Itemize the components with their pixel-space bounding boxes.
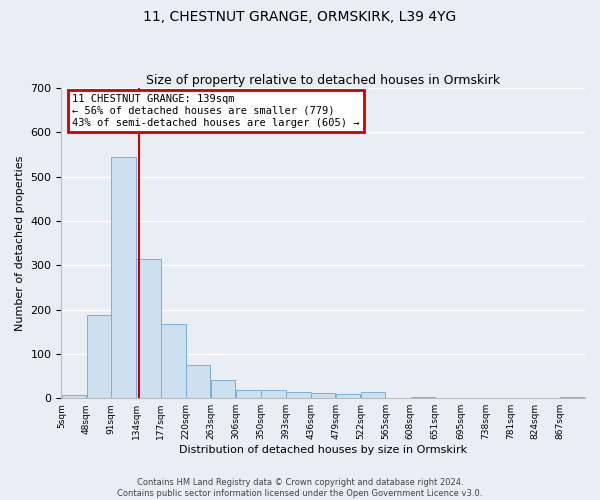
Bar bbox=[112, 157, 136, 398]
Text: Contains HM Land Registry data © Crown copyright and database right 2024.
Contai: Contains HM Land Registry data © Crown c… bbox=[118, 478, 482, 498]
X-axis label: Distribution of detached houses by size in Ormskirk: Distribution of detached houses by size … bbox=[179, 445, 467, 455]
Text: 11 CHESTNUT GRANGE: 139sqm
← 56% of detached houses are smaller (779)
43% of sem: 11 CHESTNUT GRANGE: 139sqm ← 56% of deta… bbox=[72, 94, 359, 128]
Y-axis label: Number of detached properties: Number of detached properties bbox=[15, 156, 25, 331]
Bar bbox=[136, 258, 161, 398]
Bar bbox=[311, 393, 335, 398]
Bar bbox=[361, 392, 385, 398]
Text: 11, CHESTNUT GRANGE, ORMSKIRK, L39 4YG: 11, CHESTNUT GRANGE, ORMSKIRK, L39 4YG bbox=[143, 10, 457, 24]
Bar bbox=[62, 394, 86, 398]
Bar bbox=[211, 380, 235, 398]
Title: Size of property relative to detached houses in Ormskirk: Size of property relative to detached ho… bbox=[146, 74, 500, 87]
Bar bbox=[86, 315, 111, 398]
Bar bbox=[161, 324, 185, 398]
Bar bbox=[286, 392, 311, 398]
Bar bbox=[410, 397, 435, 398]
Bar bbox=[261, 390, 286, 398]
Bar bbox=[336, 394, 360, 398]
Bar bbox=[186, 365, 211, 398]
Bar bbox=[236, 390, 261, 398]
